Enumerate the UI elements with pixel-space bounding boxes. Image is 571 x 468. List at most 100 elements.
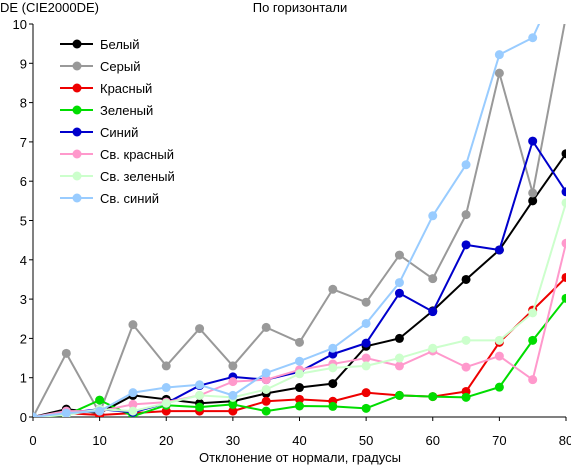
data-point [494,382,504,392]
x-tick-label: 0 [29,433,36,448]
data-point [394,390,404,400]
y-tick-label: 8 [20,96,27,111]
y-tick-label: 4 [20,253,27,268]
data-point [361,361,371,371]
legend-marker [72,127,82,137]
data-point [428,307,438,317]
data-point [494,245,504,255]
legend-entry: Св. синий [60,191,159,206]
data-point [528,188,538,198]
data-point [95,406,105,416]
data-point [394,250,404,260]
data-point [228,406,238,416]
data-point [328,363,338,373]
data-point [228,390,238,400]
data-point [461,240,471,250]
legend-marker [72,105,82,115]
legend: Белый Серый Красный Зеленый Синий Св. красный… [60,37,175,206]
data-point [295,383,304,393]
data-point [228,377,238,387]
data-point [528,335,538,345]
data-point [295,356,304,366]
data-point [428,274,438,284]
data-point [361,297,371,307]
data-point [128,320,138,330]
data-point [195,380,205,390]
data-point [461,274,471,284]
data-point [128,399,138,409]
data-point [195,402,205,412]
data-point [528,196,538,206]
legend-entry: Синий [60,125,138,140]
legend-marker [72,39,82,49]
data-point [328,379,338,389]
data-point [195,390,205,400]
data-point [61,408,71,417]
axes: 0 1 2 3 4 5 6 7 8 9 10 0 10 20 30 40 50 60 70 80 [13,17,571,448]
series-1 [33,12,571,417]
series-5 [33,238,566,417]
series-2 [33,272,566,417]
data-point [428,343,438,353]
chart-title: По горизонтали [253,0,347,15]
data-point [394,288,404,298]
data-point [528,136,538,146]
data-point [461,210,471,220]
data-point [361,388,371,398]
data-point [461,392,471,402]
data-point [494,351,504,361]
legend-marker [72,83,82,93]
data-point [161,398,171,408]
data-point [295,401,304,411]
legend-label: Св. красный [100,147,174,162]
data-point [161,383,171,393]
data-point [195,324,205,334]
data-point [361,318,371,328]
data-point [494,50,504,60]
y-tick-label: 7 [20,135,27,150]
data-point [328,343,338,353]
data-point [494,68,504,78]
data-point [261,368,271,378]
data-point [128,406,138,416]
data-point [295,337,304,347]
x-tick-label: 80 [559,433,571,448]
data-point [328,401,338,411]
data-point [461,335,471,345]
data-point [95,395,105,405]
x-tick-label: 10 [92,433,106,448]
data-point [261,375,271,385]
y-tick-label: 6 [20,174,27,189]
y-tick-label: 3 [20,292,27,307]
data-point [261,322,271,332]
data-point [361,338,371,348]
y-axis-label: DE (CIE2000DE) [0,0,99,15]
legend-entry: Красный [60,81,152,96]
legend-marker [72,61,82,71]
data-point [295,369,304,379]
legend-label: Св. синий [100,191,159,206]
data-point [528,375,538,385]
y-tick-label: 9 [20,56,27,71]
y-tick-label: 0 [20,410,27,425]
data-point [228,361,238,371]
data-point [428,211,438,221]
legend-label: Красный [100,81,152,96]
data-point [361,403,371,413]
data-point [561,293,566,303]
data-point [528,308,538,318]
data-point [128,388,138,398]
x-tick-label: 40 [292,433,306,448]
data-point [494,335,504,345]
data-point [562,12,571,21]
legend-label: Серый [100,59,140,74]
data-point [561,272,566,282]
legend-label: Белый [100,37,140,52]
data-point [228,399,238,409]
data-point [261,406,271,416]
data-point [161,361,171,371]
data-point [394,361,404,371]
data-point [428,392,438,402]
legend-entry: Зеленый [60,103,153,118]
